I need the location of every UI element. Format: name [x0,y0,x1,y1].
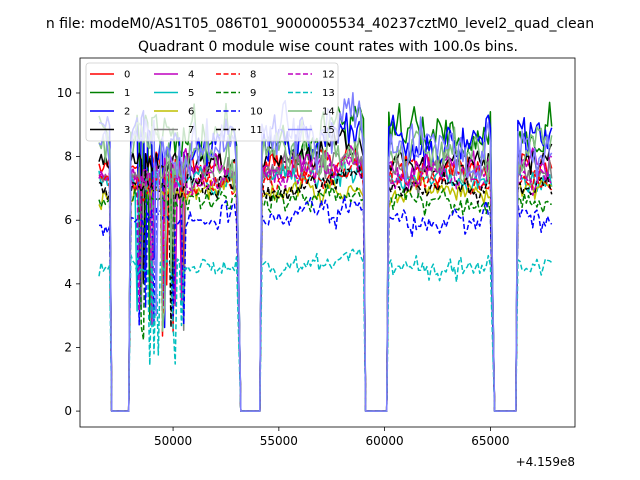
legend-label-14: 14 [322,107,335,118]
y-tick-label: 10 [57,86,72,100]
legend-label-10: 10 [250,107,263,118]
legend-label-9: 9 [250,88,256,99]
series-line-11 [98,165,553,412]
legend-label-11: 11 [250,125,263,136]
legend-label-5: 5 [188,88,194,99]
legend-box [85,62,339,142]
y-tick-label: 4 [64,277,72,291]
chart-suptitle: n file: modeM0/AS1T05_086T01_9000005534_… [46,16,594,32]
x-offset-label: +4.159e8 [516,455,575,469]
y-axis: 0 2 4 6 8 10 [57,86,80,418]
legend-label-2: 2 [124,107,130,118]
chart-title: Quadrant 0 module wise count rates with … [138,39,518,55]
x-tick-label: 65000 [471,434,509,448]
legend-label-7: 7 [188,125,194,136]
legend-label-13: 13 [322,88,335,99]
series-line-14 [98,111,553,412]
series-line-8 [98,157,553,412]
y-tick-label: 2 [64,340,72,354]
plot-frame [79,57,576,428]
legend-label-8: 8 [250,70,256,81]
x-tick-label: 55000 [260,434,298,448]
x-tick-label: 50000 [154,434,192,448]
y-tick-label: 8 [64,150,72,164]
legend-label-3: 3 [124,125,130,136]
legend-label-15: 15 [322,125,335,136]
series-line-13 [98,248,553,412]
series-line-12 [98,156,553,412]
y-tick-label: 6 [64,213,72,227]
legend-label-0: 0 [124,70,130,81]
legend-label-12: 12 [322,70,335,81]
x-axis: 50000 55000 60000 65000 [154,427,509,448]
series-line-9 [98,184,552,412]
y-tick-label: 0 [64,404,72,418]
series-line-10 [98,195,553,412]
legend-label-6: 6 [188,107,194,118]
x-tick-label: 60000 [366,434,404,448]
legend-label-4: 4 [188,70,194,81]
legend-label-1: 1 [124,88,130,99]
